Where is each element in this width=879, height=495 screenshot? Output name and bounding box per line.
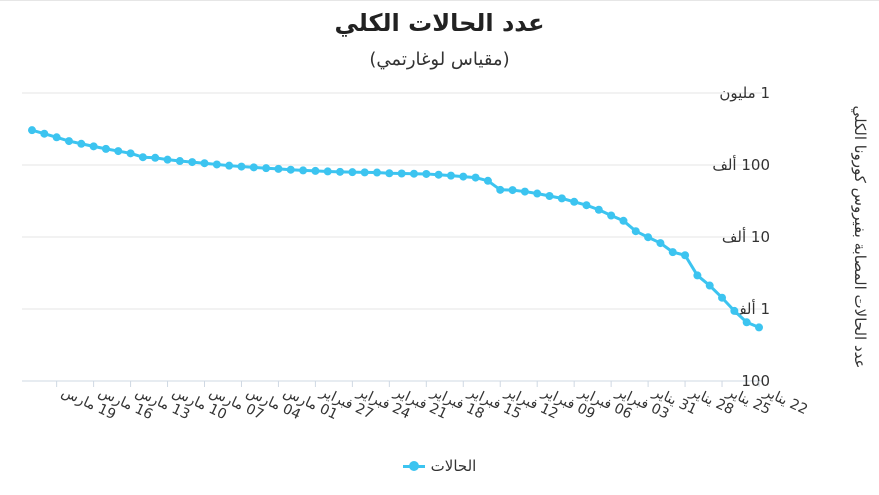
data-point[interactable] <box>557 194 566 203</box>
data-point[interactable] <box>385 169 394 178</box>
data-point[interactable] <box>163 155 172 164</box>
data-point[interactable] <box>545 191 554 200</box>
y-tick-label: 10 ألف <box>722 227 770 246</box>
chart-title: عدد الحالات الكلي <box>334 9 545 37</box>
y-tick-label: 100 <box>741 372 770 390</box>
data-point[interactable] <box>705 281 714 290</box>
data-point[interactable] <box>40 129 49 138</box>
data-point[interactable] <box>409 169 418 178</box>
data-point[interactable] <box>446 171 455 180</box>
data-point[interactable] <box>138 153 147 162</box>
data-point[interactable] <box>200 159 209 168</box>
legend-label: الحالات <box>430 457 477 475</box>
chart-subtitle: (مقياس لوغارتمي) <box>369 49 510 70</box>
series-cases <box>28 126 763 332</box>
data-point[interactable] <box>286 165 295 174</box>
data-point[interactable] <box>570 197 579 206</box>
data-point[interactable] <box>64 137 73 146</box>
legend-item-cases[interactable]: الحالات <box>402 457 477 475</box>
data-point[interactable] <box>237 162 246 171</box>
data-point[interactable] <box>718 293 727 302</box>
data-point[interactable] <box>348 168 357 177</box>
data-point[interactable] <box>619 216 628 225</box>
data-point[interactable] <box>274 164 283 173</box>
data-point[interactable] <box>52 133 61 142</box>
data-point[interactable] <box>299 166 308 175</box>
data-point[interactable] <box>594 205 603 214</box>
data-point[interactable] <box>360 168 369 177</box>
y-axis-label: عدد الحالات المصابة بفيروس كورونا الكلي <box>850 106 869 369</box>
data-point[interactable] <box>742 318 751 327</box>
data-point[interactable] <box>471 173 480 182</box>
data-point[interactable] <box>114 147 123 156</box>
data-point[interactable] <box>373 168 382 177</box>
data-point[interactable] <box>582 201 591 210</box>
data-point[interactable] <box>28 126 36 135</box>
data-point[interactable] <box>520 187 529 196</box>
data-point[interactable] <box>755 323 763 332</box>
legend-line-marker-icon <box>402 460 425 472</box>
data-point[interactable] <box>249 163 258 172</box>
data-point[interactable] <box>151 153 160 162</box>
data-point[interactable] <box>681 251 690 260</box>
y-tick-label: 1 مليون <box>719 84 770 102</box>
data-point[interactable] <box>644 233 653 242</box>
data-point[interactable] <box>101 144 110 153</box>
data-point[interactable] <box>533 189 542 198</box>
data-point[interactable] <box>336 167 345 176</box>
data-point[interactable] <box>607 211 616 220</box>
data-point[interactable] <box>459 172 468 181</box>
data-point[interactable] <box>656 239 665 248</box>
y-tick-label: 100 ألف <box>712 155 770 174</box>
data-point[interactable] <box>323 167 332 176</box>
data-point[interactable] <box>188 158 197 167</box>
data-point[interactable] <box>483 176 492 185</box>
data-point[interactable] <box>262 164 271 173</box>
data-point[interactable] <box>508 186 517 195</box>
data-point[interactable] <box>693 271 702 280</box>
data-point[interactable] <box>730 306 739 315</box>
data-point[interactable] <box>311 166 320 175</box>
data-point[interactable] <box>422 169 431 178</box>
data-point[interactable] <box>225 161 234 170</box>
data-point[interactable] <box>434 170 443 179</box>
data-point[interactable] <box>126 149 135 158</box>
legend[interactable]: الحالات <box>0 457 879 475</box>
data-point[interactable] <box>212 160 221 169</box>
data-point[interactable] <box>175 157 184 166</box>
data-point[interactable] <box>397 169 406 178</box>
data-point[interactable] <box>89 142 98 151</box>
data-point[interactable] <box>668 248 677 257</box>
y-tick-labels: 100 1 ألف 10 ألف 100 ألف 1 مليون <box>712 84 770 390</box>
y-tick-label: 1 ألف <box>731 299 770 318</box>
gridlines <box>22 92 762 382</box>
data-point[interactable] <box>77 139 86 148</box>
data-point[interactable] <box>631 227 640 236</box>
data-point[interactable] <box>496 185 505 194</box>
